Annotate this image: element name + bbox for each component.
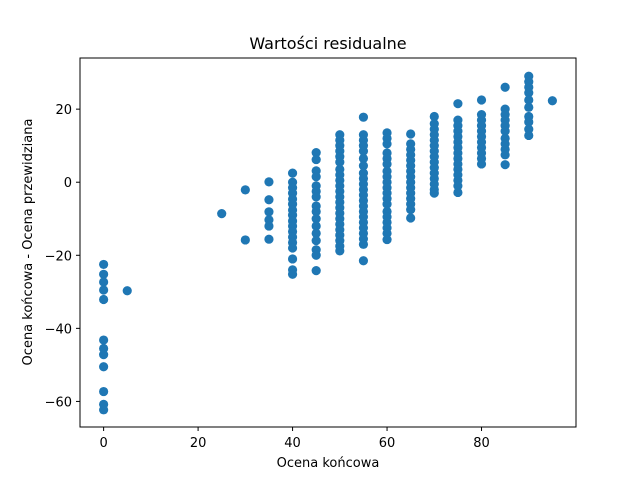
data-point — [311, 154, 321, 165]
data-point — [99, 386, 109, 397]
data-point — [382, 234, 392, 245]
data-point — [99, 350, 109, 360]
data-point — [358, 161, 369, 171]
y-tick-label: 20 — [55, 103, 72, 118]
y-tick-label: −60 — [45, 395, 72, 410]
data-point — [476, 159, 487, 169]
data-point — [311, 192, 321, 202]
data-point — [524, 88, 534, 98]
data-point — [335, 157, 345, 167]
data-point — [406, 205, 416, 215]
points-layer — [99, 71, 557, 415]
data-point — [311, 221, 321, 231]
plot-area-background — [80, 58, 576, 427]
x-tick-label: 60 — [379, 436, 396, 451]
data-point — [500, 126, 510, 136]
data-point — [524, 117, 534, 127]
x-tick-marks — [103, 427, 483, 431]
y-axis-title: Ocena końcowa - Ocena przewidziana — [21, 119, 36, 366]
x-tick-label: 40 — [284, 436, 301, 451]
data-point — [99, 294, 109, 305]
data-point — [264, 234, 274, 244]
data-point — [99, 269, 109, 279]
data-point — [358, 112, 369, 122]
data-point — [406, 213, 416, 223]
data-point — [524, 95, 534, 105]
data-point — [99, 335, 109, 345]
data-point — [524, 102, 534, 112]
y-tick-label: −40 — [45, 322, 72, 337]
data-point — [264, 177, 274, 187]
data-point — [311, 172, 321, 182]
data-point — [382, 139, 392, 149]
data-point — [311, 236, 321, 246]
data-point — [358, 239, 369, 249]
data-point — [453, 187, 463, 198]
x-axis-title: Ocena końcowa — [277, 456, 380, 471]
data-point — [311, 148, 321, 158]
x-tick-label: 20 — [190, 436, 207, 451]
data-point — [287, 269, 298, 279]
data-point — [99, 362, 109, 372]
y-tick-marks — [76, 108, 80, 402]
data-point — [99, 405, 109, 415]
data-point — [99, 277, 109, 287]
data-point — [500, 160, 510, 170]
data-point — [240, 185, 250, 195]
data-point — [264, 221, 274, 231]
data-point — [217, 209, 227, 219]
data-point — [547, 96, 557, 106]
data-point — [406, 129, 416, 139]
data-point — [358, 146, 369, 156]
data-point — [500, 150, 510, 160]
data-point — [240, 235, 250, 245]
data-point — [500, 82, 510, 92]
data-point — [311, 250, 321, 260]
y-tick-label: 0 — [64, 176, 72, 191]
data-point — [122, 286, 132, 296]
data-point — [429, 111, 439, 122]
y-tick-labels: −60 −40 −20 0 20 — [45, 103, 72, 410]
x-tick-label: 80 — [473, 436, 490, 451]
x-tick-label: 0 — [99, 436, 107, 451]
data-point — [311, 228, 321, 238]
data-point — [264, 195, 274, 205]
data-point — [453, 99, 463, 109]
data-point — [453, 181, 463, 191]
y-tick-label: −20 — [45, 249, 72, 264]
data-point — [358, 256, 369, 266]
data-point — [99, 285, 109, 295]
plot-area-frame — [79, 57, 577, 428]
data-point — [382, 199, 392, 209]
data-point — [287, 254, 298, 264]
chart-title: Wartości residualne — [249, 34, 406, 53]
x-tick-labels: 0 20 40 60 80 — [99, 436, 489, 451]
data-point — [99, 259, 109, 270]
data-point — [311, 266, 321, 276]
data-point — [429, 188, 439, 198]
data-point — [311, 214, 321, 224]
data-point — [335, 246, 345, 256]
data-point — [524, 130, 534, 141]
data-point — [287, 243, 298, 253]
data-point — [264, 207, 274, 217]
data-point — [358, 153, 369, 164]
data-point — [287, 168, 298, 178]
data-point — [476, 95, 487, 105]
data-point — [311, 206, 321, 217]
data-point — [382, 159, 392, 169]
